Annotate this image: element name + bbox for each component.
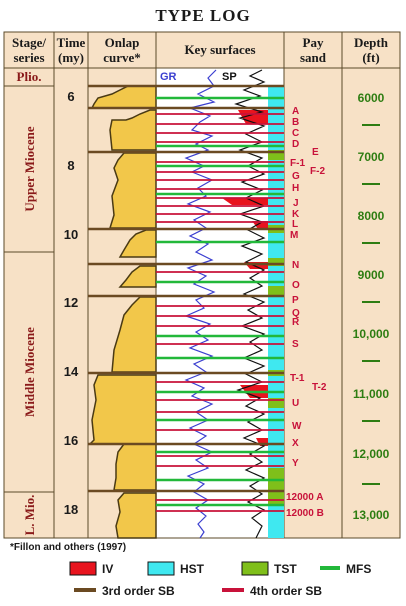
table-header: Stage/ series Time (my) Onlap curve* Key… xyxy=(3,31,401,69)
pay-sand-label: 12000 A xyxy=(286,492,323,503)
header-stage-line1: Stage/ xyxy=(12,35,46,50)
pay-sand-label: T-1 xyxy=(290,373,305,384)
onlap-curve xyxy=(88,85,157,539)
pay-sand-label: K xyxy=(292,209,300,220)
legend-hst-swatch xyxy=(147,561,175,576)
header-stage-line2: series xyxy=(13,50,44,65)
stage-upper-miocene: Upper Miocene xyxy=(22,126,37,212)
pay-sand-column xyxy=(283,67,343,539)
pay-sand-label: G xyxy=(292,171,300,182)
stage-pliocene: Plio. xyxy=(17,69,42,84)
depth-tick: 12,000 xyxy=(353,447,390,461)
pay-sand-label: E xyxy=(312,147,319,158)
depth-tick: 9000 xyxy=(358,268,385,282)
time-tick: 14 xyxy=(64,364,79,379)
fourth-order-sequence-boundaries xyxy=(156,113,284,512)
header-depth-line2: (ft) xyxy=(362,50,379,65)
pay-sand-label: S xyxy=(292,339,299,350)
header-depth-line1: Depth xyxy=(354,35,389,50)
header-pay-line2: sand xyxy=(300,50,327,65)
time-tick: 16 xyxy=(64,433,78,448)
pay-sand-label: L xyxy=(292,219,298,230)
pay-sand-label: B xyxy=(292,117,299,128)
pay-sand-label: 12000 B xyxy=(286,508,324,519)
gr-label: GR xyxy=(160,71,177,83)
pay-sand-label: C xyxy=(292,128,299,139)
legend-mfs-label: MFS xyxy=(346,562,371,576)
gr-curve xyxy=(184,69,217,539)
header-onlap-line1: Onlap xyxy=(105,35,140,50)
legend-sb3-label: 3rd order SB xyxy=(102,584,175,598)
pay-sand-label: M xyxy=(290,230,298,241)
time-column xyxy=(53,67,89,539)
stage-lower-miocene: L. Mio. xyxy=(22,495,37,536)
systems-tract-strip xyxy=(268,86,284,538)
time-tick: 10 xyxy=(64,227,78,242)
depth-tick: 7000 xyxy=(358,150,385,164)
depth-tick: 10,000 xyxy=(353,327,390,341)
pay-sand-label: P xyxy=(292,295,299,306)
sp-label: SP xyxy=(222,71,237,83)
header-time-line2: (my) xyxy=(58,50,84,65)
depth-axis: 6000 7000 8000 9000 10,000 11,000 12,000… xyxy=(353,91,390,522)
pay-sand-label: F-1 xyxy=(290,158,305,169)
third-order-sequence-boundaries xyxy=(88,84,284,493)
depth-tick: 8000 xyxy=(358,209,385,223)
pay-sand-label: H xyxy=(292,183,299,194)
pay-sand-label: F-2 xyxy=(310,166,325,177)
pay-sand-label: Q xyxy=(292,308,300,319)
depth-tick: 11,000 xyxy=(353,387,389,401)
legend-hst-label: HST xyxy=(180,562,205,576)
time-tick: 6 xyxy=(67,89,74,104)
pay-sand-labels: A B C D E F-1 F-2 G H J K L M N O P Q R … xyxy=(286,106,327,519)
header-key-surfaces: Key surfaces xyxy=(184,42,255,57)
pay-sand-label: D xyxy=(292,139,299,150)
time-tick: 18 xyxy=(64,502,78,517)
pay-sand-label: N xyxy=(292,260,299,271)
depth-tick: 13,000 xyxy=(353,508,390,522)
pay-sand-label: T-2 xyxy=(312,382,327,393)
pay-sand-label: J xyxy=(293,198,299,209)
header-time-line1: Time xyxy=(57,35,86,50)
pay-sand-label: R xyxy=(292,317,300,328)
pay-sand-label: U xyxy=(292,398,299,409)
header-pay-line1: Pay xyxy=(303,35,324,50)
footnote: *Fillon and others (1997) xyxy=(10,542,127,553)
legend: IV HST TST MFS 3rd order SB 4th order SB xyxy=(69,561,371,598)
pay-sand-label: Y xyxy=(292,458,299,469)
time-tick: 12 xyxy=(64,295,78,310)
time-axis: 6 8 10 12 14 16 18 xyxy=(64,89,79,517)
maximum-flooding-surfaces xyxy=(156,96,284,507)
legend-iv-swatch xyxy=(69,561,97,576)
header-onlap-line2: curve* xyxy=(103,50,141,65)
pay-sand-label: O xyxy=(292,280,300,291)
pay-sand-label: X xyxy=(292,438,299,449)
legend-sb4-label: 4th order SB xyxy=(250,584,322,598)
time-tick: 8 xyxy=(67,158,74,173)
legend-iv-label: IV xyxy=(102,562,113,576)
pay-sand-label: W xyxy=(292,421,302,432)
page-title: TYPE LOG xyxy=(155,6,251,25)
key-surfaces-column xyxy=(155,67,285,539)
legend-tst-label: TST xyxy=(274,562,297,576)
depth-tick: 6000 xyxy=(358,91,385,105)
stage-middle-miocene: Middle Miocene xyxy=(22,327,37,417)
legend-tst-swatch xyxy=(241,561,269,576)
pay-sand-label: A xyxy=(292,106,299,117)
